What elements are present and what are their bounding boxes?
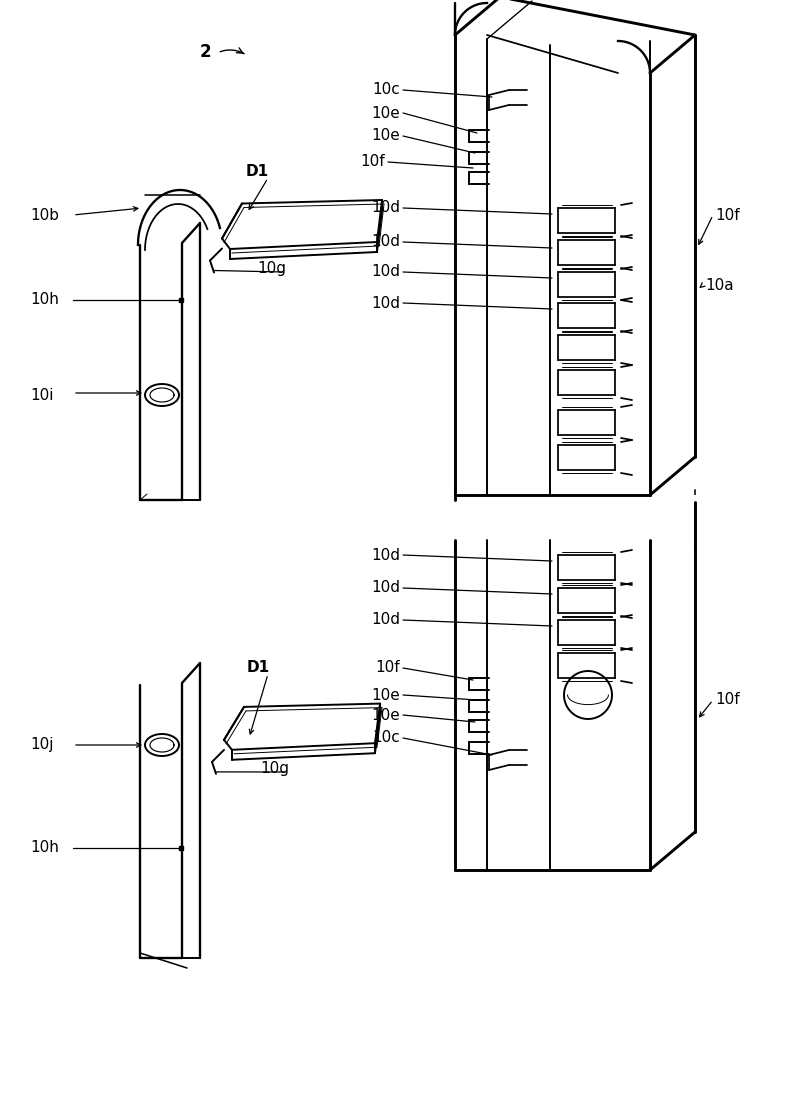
Text: 10b: 10b bbox=[30, 207, 59, 223]
Text: 10e: 10e bbox=[371, 105, 400, 121]
Text: 10j: 10j bbox=[30, 737, 54, 753]
Text: 10d: 10d bbox=[371, 295, 400, 311]
Text: 10a: 10a bbox=[705, 277, 734, 293]
Text: D1: D1 bbox=[246, 164, 269, 180]
Text: 10d: 10d bbox=[371, 580, 400, 596]
Text: 10f: 10f bbox=[715, 692, 740, 708]
Text: 10e: 10e bbox=[371, 129, 400, 143]
Text: 10g: 10g bbox=[261, 761, 290, 775]
Text: 10f: 10f bbox=[360, 154, 385, 170]
Text: 10d: 10d bbox=[371, 234, 400, 250]
Text: 10d: 10d bbox=[371, 548, 400, 562]
Text: 10d: 10d bbox=[371, 265, 400, 279]
Text: 10f: 10f bbox=[715, 207, 740, 223]
Text: 2: 2 bbox=[199, 43, 211, 61]
Text: 10c: 10c bbox=[372, 731, 400, 745]
Text: 10g: 10g bbox=[258, 261, 286, 275]
Text: 10i: 10i bbox=[30, 387, 54, 403]
Text: 10e: 10e bbox=[371, 708, 400, 722]
Text: 10e: 10e bbox=[371, 688, 400, 702]
Text: 10d: 10d bbox=[371, 612, 400, 628]
Text: 10f: 10f bbox=[375, 661, 400, 675]
Text: 10d: 10d bbox=[371, 201, 400, 215]
Text: 10h: 10h bbox=[30, 293, 59, 307]
Text: 10h: 10h bbox=[30, 841, 59, 855]
Text: D1: D1 bbox=[246, 661, 270, 675]
Text: 10c: 10c bbox=[372, 82, 400, 98]
